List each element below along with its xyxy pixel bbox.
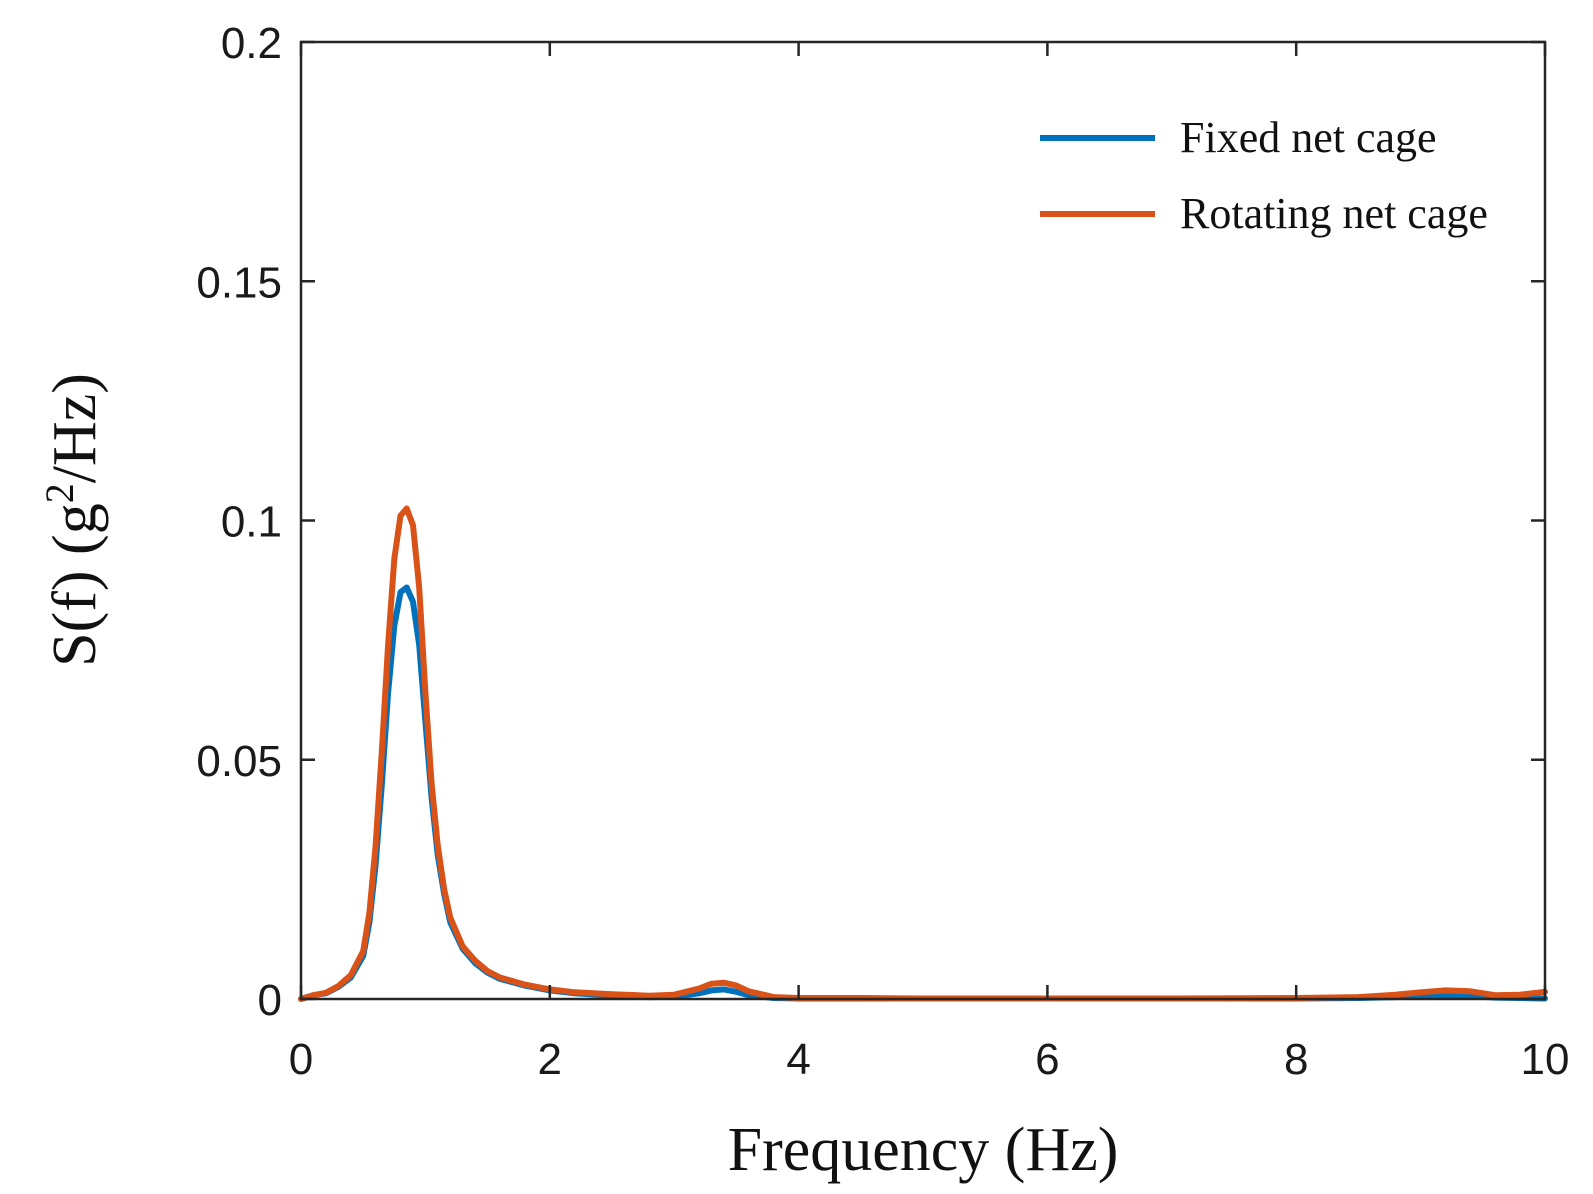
series-line-rotating-net-cage <box>298 505 1548 1002</box>
x-tick-label: 2 <box>538 1035 562 1084</box>
legend-label: Fixed net cage <box>1180 113 1437 162</box>
x-tick-label: 4 <box>786 1035 810 1084</box>
x-tick-label: 8 <box>1284 1035 1308 1084</box>
series-layer <box>298 505 1548 1002</box>
ticks-layer: 0 2 4 6 8 10 0 0.05 0.1 0.15 0.2 <box>196 19 1569 1084</box>
y-axis-label-pre: S(f) (g <box>41 503 109 667</box>
series-line-fixed-net-cage <box>298 584 1548 1002</box>
y-tick-label: 0.1 <box>221 498 282 547</box>
y-tick-label: 0.05 <box>196 737 282 786</box>
x-axis-label: Frequency (Hz) <box>728 1116 1119 1184</box>
y-tick-label: 0.15 <box>196 258 282 307</box>
x-tick-label: 6 <box>1035 1035 1059 1084</box>
y-tick-label: 0 <box>258 976 282 1025</box>
x-tick-label: 0 <box>289 1035 313 1084</box>
legend: Fixed net cage Rotating net cage <box>1040 113 1488 238</box>
y-axis-label: S(f) (g2/Hz) <box>37 373 109 667</box>
y-axis-label-post: /Hz) <box>41 373 109 483</box>
legend-label: Rotating net cage <box>1180 189 1488 238</box>
y-axis-label-sup: 2 <box>37 483 82 503</box>
plot-frame <box>299 40 1547 1001</box>
x-tick-label: 10 <box>1521 1035 1570 1084</box>
y-tick-label: 0.2 <box>221 19 282 68</box>
